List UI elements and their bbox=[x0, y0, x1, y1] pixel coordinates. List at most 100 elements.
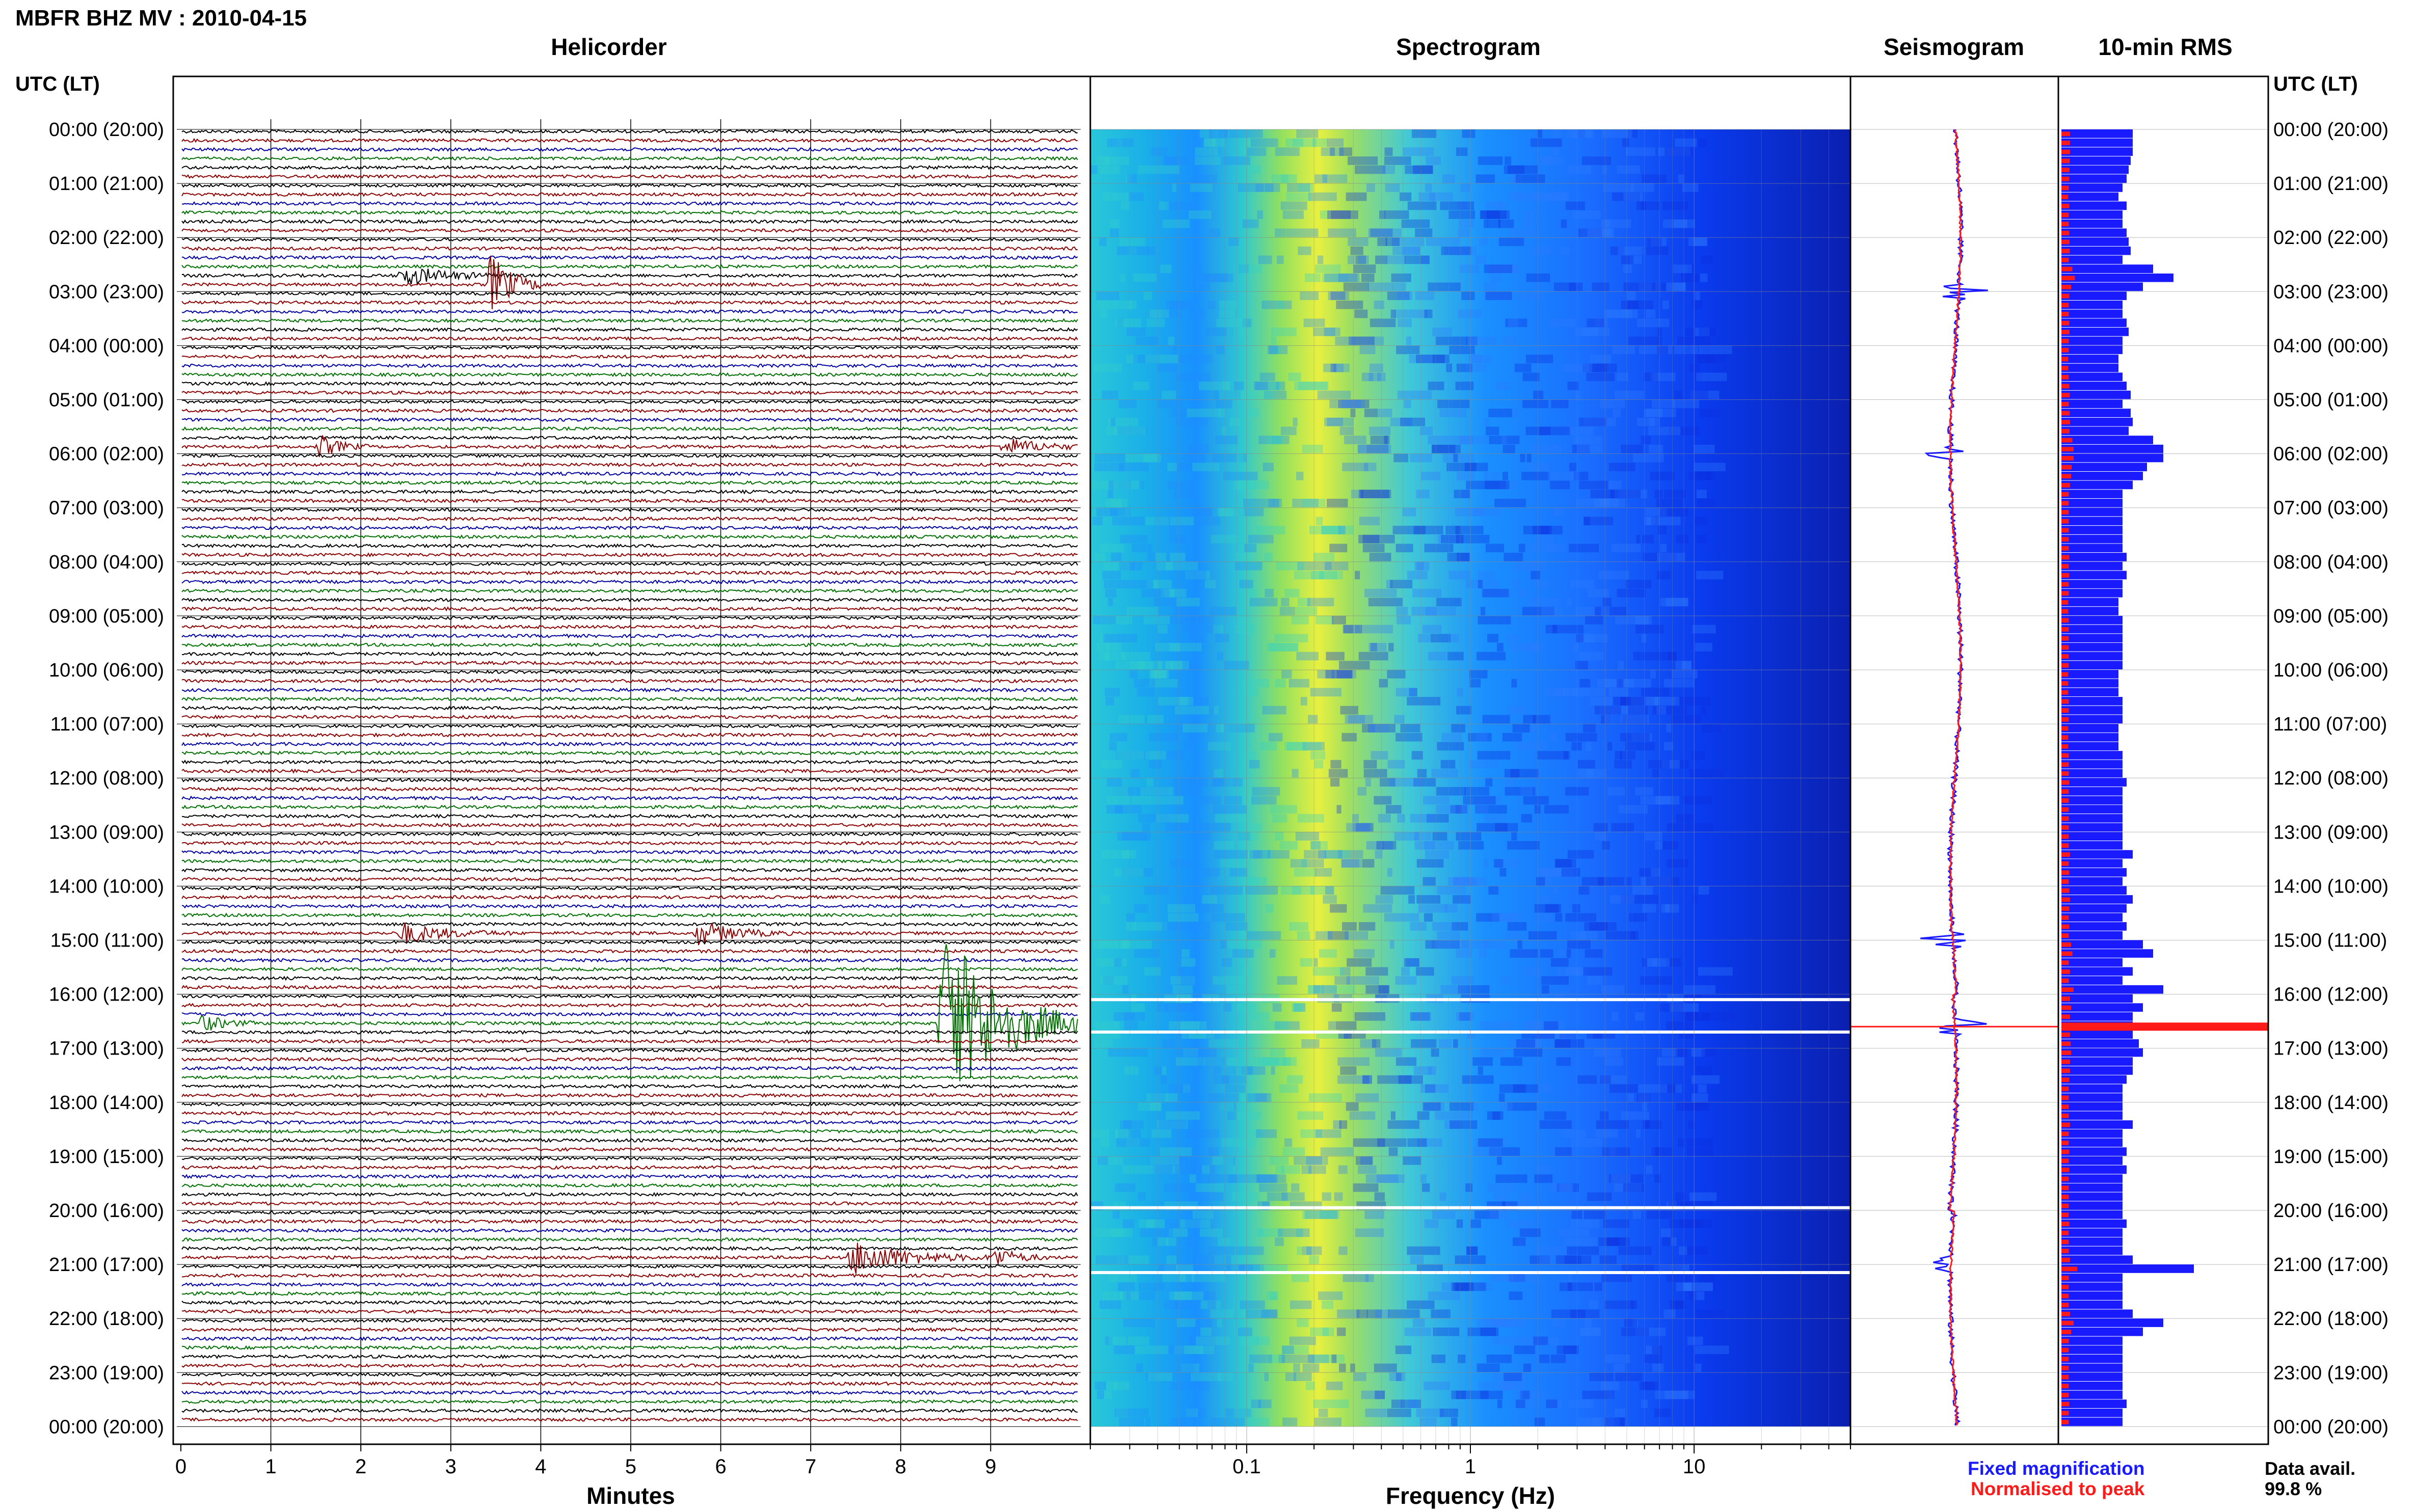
spectrogram-cell bbox=[1272, 1003, 1282, 1012]
spectrogram-cell bbox=[1236, 1066, 1243, 1075]
helicorder-trace bbox=[181, 210, 1078, 215]
helicorder-trace bbox=[181, 192, 1078, 197]
time-label-left: 09:00 (05:00) bbox=[49, 606, 164, 627]
spectrogram-cell bbox=[1646, 309, 1656, 318]
spectrogram-cell bbox=[1500, 1102, 1513, 1111]
spectrogram-cell bbox=[1100, 976, 1128, 985]
spectrogram-cell bbox=[1495, 480, 1506, 490]
spectrogram-cell bbox=[1484, 417, 1490, 426]
spectrogram-cell bbox=[1095, 1228, 1125, 1237]
spectrogram-cell bbox=[1258, 255, 1272, 264]
helicorder-trace bbox=[181, 1084, 1078, 1089]
spectrogram-cell bbox=[1163, 1264, 1188, 1273]
spectrogram-cell bbox=[1573, 643, 1578, 652]
spectrogram-cell bbox=[1265, 183, 1274, 192]
spectrogram-cell bbox=[1587, 318, 1604, 328]
spectrogram-cell bbox=[1580, 228, 1609, 237]
spectrogram-cell bbox=[1357, 444, 1366, 453]
spectrogram-cell bbox=[1399, 192, 1412, 201]
spectrogram-cell bbox=[1484, 291, 1513, 300]
rms-normalised-bar bbox=[2061, 1122, 2070, 1127]
spectrogram-cell bbox=[1384, 436, 1390, 444]
spectrogram-cell bbox=[1644, 697, 1658, 706]
spectrogram-cell bbox=[1249, 409, 1259, 417]
spectrogram-cell bbox=[1618, 1246, 1652, 1255]
spectrogram-cell bbox=[1124, 1066, 1139, 1075]
spectrogram-cell bbox=[1511, 832, 1517, 841]
time-label-left: 00:00 (20:00) bbox=[49, 119, 164, 141]
rms-fixed-bar bbox=[2061, 237, 2129, 246]
helicorder-trace bbox=[181, 1243, 1078, 1274]
spectrogram-cell bbox=[1328, 1021, 1337, 1030]
spectrogram-cell bbox=[1641, 688, 1670, 697]
spectrogram-cell bbox=[1253, 850, 1263, 859]
spectrogram-cell bbox=[1507, 922, 1527, 931]
spectrogram-cell bbox=[1355, 255, 1366, 264]
spectrogram-cell bbox=[1182, 949, 1190, 958]
spectrogram-cell bbox=[1528, 463, 1550, 471]
spectrogram-cell bbox=[1159, 1120, 1187, 1129]
spectrogram-cell bbox=[1227, 1111, 1237, 1120]
spectrogram-cell bbox=[1315, 264, 1341, 273]
spectrogram-cell bbox=[1638, 282, 1661, 291]
helicorder-trace bbox=[181, 831, 1078, 837]
helicorder-trace bbox=[181, 1264, 1078, 1269]
rms-fixed-bar bbox=[2061, 1327, 2143, 1336]
spectrogram-cell bbox=[1362, 724, 1396, 733]
time-label-left: 14:00 (10:00) bbox=[49, 876, 164, 897]
spectrogram-cell bbox=[1644, 372, 1658, 382]
spectrogram-cell bbox=[1426, 814, 1449, 823]
spectrogram-cell bbox=[1414, 1066, 1432, 1075]
spectrogram-cell bbox=[1623, 1183, 1644, 1192]
spectrogram-cell bbox=[1263, 463, 1274, 471]
helicorder-trace bbox=[181, 1003, 1078, 1008]
spectrogram-cell bbox=[1439, 1192, 1446, 1201]
spectrogram-cell bbox=[1176, 417, 1209, 426]
spectrogram-cell bbox=[1567, 1246, 1599, 1255]
spectrogram-cell bbox=[1205, 328, 1234, 336]
spectrogram-cell bbox=[1567, 426, 1594, 436]
spectrogram-cell bbox=[1161, 1075, 1167, 1084]
spectrogram-cell bbox=[1659, 1264, 1683, 1273]
spectrogram-cell bbox=[1383, 841, 1397, 850]
spectrogram-cell bbox=[1626, 877, 1632, 886]
spectrogram-cell bbox=[1222, 426, 1227, 436]
spectrogram-cell bbox=[1281, 174, 1297, 183]
spectrogram-cell bbox=[1374, 1363, 1397, 1372]
spectrogram-cell bbox=[1691, 390, 1720, 399]
spectrogram-cell bbox=[1187, 1237, 1192, 1246]
spectrogram-cell bbox=[1486, 210, 1500, 219]
spectrogram-cell bbox=[1587, 1327, 1600, 1336]
spectrogram-cell bbox=[1482, 588, 1509, 598]
spectrogram-cell bbox=[1695, 355, 1715, 363]
spectrogram-cell bbox=[1362, 1075, 1373, 1084]
rms-normalised-bar bbox=[2061, 212, 2069, 218]
spectrogram-cell bbox=[1235, 625, 1255, 634]
spectrogram-cell bbox=[1341, 399, 1361, 409]
spectrogram-cell bbox=[1341, 733, 1357, 742]
rms-normalised-bar bbox=[2061, 1276, 2069, 1280]
spectrogram-cell bbox=[1302, 1210, 1335, 1219]
spectrogram-cell bbox=[1699, 138, 1707, 147]
rms-fixed-bar bbox=[2061, 1012, 2133, 1021]
spectrogram-cell bbox=[1511, 679, 1517, 688]
spectrogram-cell bbox=[1097, 1255, 1125, 1264]
spectrogram-cell bbox=[1638, 1093, 1650, 1102]
spectrogram-cell bbox=[1294, 868, 1317, 877]
spectrogram-cell bbox=[1286, 1075, 1303, 1084]
rms-fixed-bar bbox=[2061, 1382, 2123, 1390]
spectrogram-cell bbox=[1531, 444, 1563, 453]
spectrogram-cell bbox=[1364, 588, 1397, 598]
rms-normalised-bar bbox=[2061, 1320, 2074, 1326]
spectrogram-cell bbox=[1375, 1390, 1385, 1399]
spectrogram-cell bbox=[1135, 1345, 1169, 1354]
spectrogram-cell bbox=[1691, 1075, 1720, 1084]
spectrogram-cell bbox=[1114, 1409, 1148, 1417]
spectrogram-cell bbox=[1221, 1066, 1234, 1075]
rms-normalised-bar bbox=[2061, 285, 2072, 289]
spectrogram-cell bbox=[1465, 1183, 1473, 1192]
spectrogram-cell bbox=[1250, 1336, 1260, 1345]
panel-frame bbox=[2057, 75, 2269, 1445]
spectrogram-cell bbox=[1497, 1156, 1502, 1165]
spectrogram-cell bbox=[1292, 1003, 1306, 1012]
